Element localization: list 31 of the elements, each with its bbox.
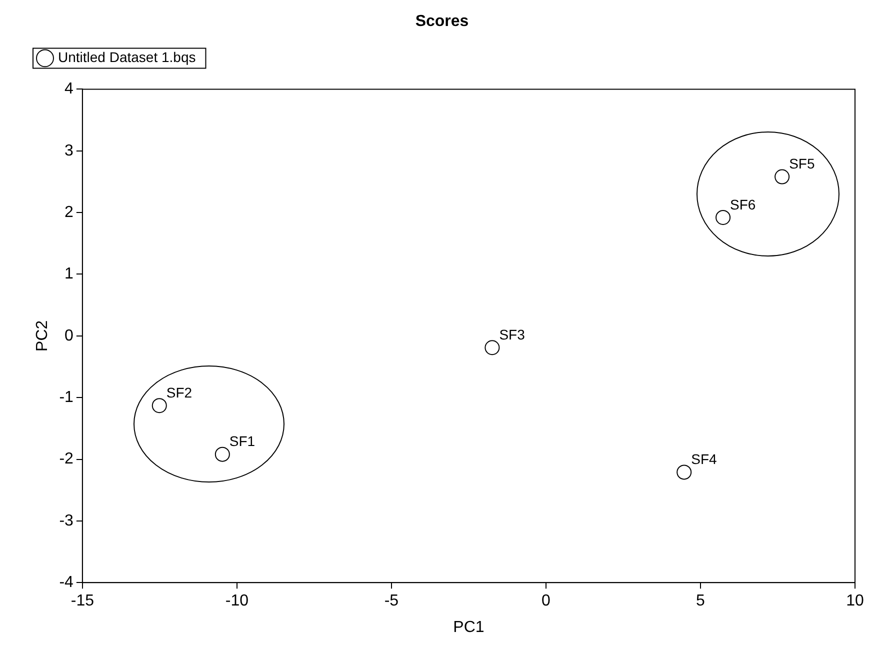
x-axis-title: PC1 bbox=[453, 618, 484, 636]
y-tick-label: 0 bbox=[64, 327, 74, 344]
legend-label: Untitled Dataset 1.bqs bbox=[58, 49, 196, 66]
point bbox=[484, 340, 500, 356]
y-axis-title: PC2 bbox=[34, 320, 52, 352]
point bbox=[214, 446, 230, 462]
annotation: SF6 bbox=[730, 196, 756, 212]
y-tick-label: -2 bbox=[59, 450, 74, 468]
x-tick-label: -10 bbox=[225, 592, 249, 610]
annotation: SF5 bbox=[789, 156, 815, 172]
annotation: SF2 bbox=[166, 384, 192, 400]
y-tick-label: 2 bbox=[64, 204, 74, 221]
point bbox=[716, 210, 731, 225]
x-tick-label: 5 bbox=[696, 592, 706, 610]
y-tick-label: -1 bbox=[59, 388, 74, 406]
annotation: SF1 bbox=[229, 433, 256, 450]
chart-title: Scores bbox=[415, 13, 469, 30]
y-tick-label: -3 bbox=[59, 512, 74, 530]
y-tick-label: 3 bbox=[64, 142, 74, 160]
point bbox=[676, 464, 692, 480]
point bbox=[152, 398, 167, 414]
x-tick-label: -15 bbox=[70, 592, 94, 610]
annotation: SF4 bbox=[691, 451, 717, 468]
x-tick-label: 10 bbox=[846, 592, 864, 610]
y-tick-label: 4 bbox=[64, 80, 74, 98]
y-tick-label: -4 bbox=[59, 574, 74, 592]
y-tick-label: 1 bbox=[64, 266, 74, 283]
x-tick-label: -5 bbox=[384, 592, 399, 610]
point bbox=[774, 169, 790, 184]
x-tick-label: 0 bbox=[542, 592, 551, 610]
annotation: SF3 bbox=[499, 326, 526, 342]
